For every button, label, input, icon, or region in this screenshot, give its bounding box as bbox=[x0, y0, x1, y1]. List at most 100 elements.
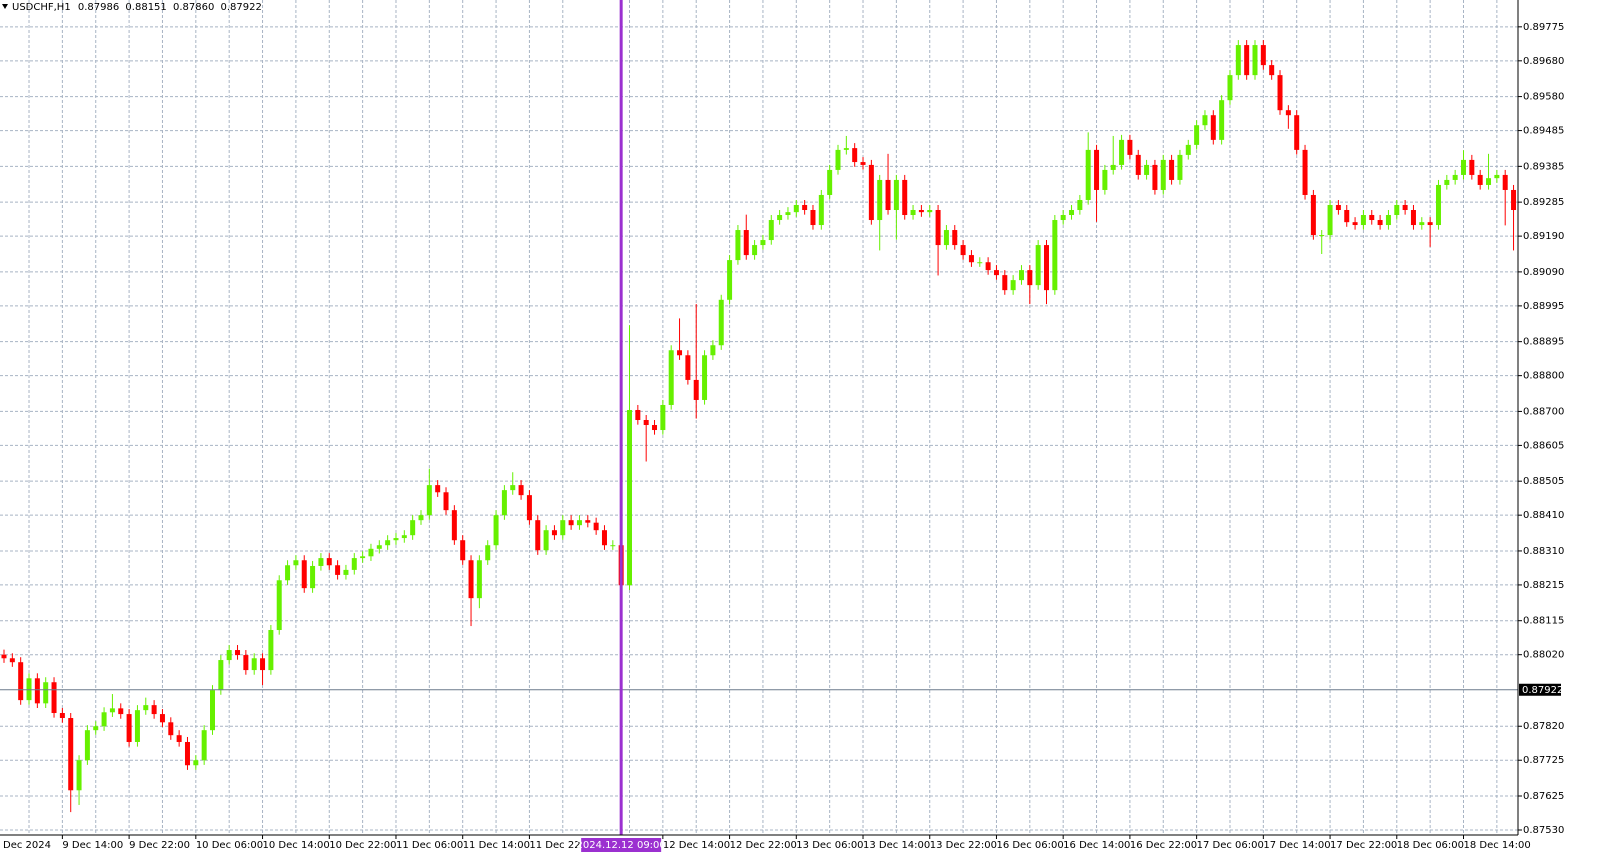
candle-body bbox=[685, 355, 691, 380]
candle-body bbox=[560, 520, 566, 536]
candle-body bbox=[543, 530, 549, 551]
candle-body bbox=[702, 355, 708, 400]
candle-body bbox=[852, 148, 858, 163]
candle-body bbox=[235, 650, 241, 656]
menu-triangle[interactable] bbox=[2, 4, 8, 9]
candle-body bbox=[927, 210, 933, 213]
candle-body bbox=[785, 212, 791, 216]
candle-body bbox=[1410, 210, 1416, 226]
symbol: USDCHF,H1 bbox=[12, 2, 71, 13]
candle-body bbox=[1018, 270, 1024, 281]
candle-body bbox=[1094, 149, 1100, 190]
candle-body bbox=[335, 565, 341, 575]
candle-body bbox=[1160, 159, 1166, 190]
candle-body bbox=[610, 545, 616, 547]
candle-body bbox=[1335, 204, 1341, 211]
x-tick-label: 9 Dec 22:00 bbox=[129, 840, 190, 851]
y-tick-label: 0.87725 bbox=[1523, 755, 1564, 766]
price-label-box bbox=[1519, 683, 1561, 696]
x-tick-label: 13 Dec 14:00 bbox=[863, 840, 930, 851]
candle-body bbox=[1219, 100, 1225, 140]
candle-body bbox=[585, 520, 591, 523]
candle-body bbox=[201, 730, 207, 761]
candle-body bbox=[1294, 115, 1300, 150]
candle-body bbox=[451, 510, 457, 541]
y-tick-label: 0.87820 bbox=[1523, 721, 1564, 732]
candle-body bbox=[1402, 204, 1408, 211]
candle-body bbox=[1185, 144, 1191, 155]
candle-body bbox=[360, 556, 366, 559]
candle-body bbox=[1077, 199, 1083, 211]
candle-body bbox=[943, 230, 949, 246]
grid bbox=[0, 0, 1518, 835]
y-tick-label: 0.88995 bbox=[1523, 301, 1564, 312]
x-tick-label: 10 Dec 22:00 bbox=[329, 840, 396, 851]
candle-body bbox=[1352, 222, 1358, 226]
y-tick-label: 0.88020 bbox=[1523, 650, 1564, 661]
candle-body bbox=[1194, 125, 1200, 145]
candle-body bbox=[952, 230, 958, 246]
x-tick-label: 12 Dec 22:00 bbox=[730, 840, 797, 851]
candle-body bbox=[601, 530, 607, 546]
candle-body bbox=[193, 760, 199, 766]
candle-body bbox=[1119, 139, 1125, 165]
candle-body bbox=[843, 148, 849, 150]
x-tick-label: 10 Dec 14:00 bbox=[263, 840, 330, 851]
candle-body bbox=[226, 650, 232, 661]
candle-body bbox=[1110, 164, 1116, 170]
candle-body bbox=[268, 630, 274, 671]
candle-body bbox=[426, 485, 432, 516]
candle-body bbox=[435, 485, 441, 493]
candle-body bbox=[1319, 235, 1325, 237]
candle-body bbox=[210, 690, 215, 731]
candle-body bbox=[34, 678, 40, 704]
candle-body bbox=[627, 409, 632, 586]
x-tick-label: 16 Dec 22:00 bbox=[1130, 840, 1197, 851]
header-low: 0.87860 bbox=[173, 2, 214, 13]
x-tick-label: 11 Dec 14:00 bbox=[463, 840, 530, 851]
candle-body bbox=[243, 655, 249, 671]
candle-body bbox=[1002, 275, 1008, 291]
candle-body bbox=[301, 560, 307, 589]
price-label: 0.87922 bbox=[1522, 685, 1563, 696]
candle-body bbox=[518, 485, 524, 496]
candle-body bbox=[918, 210, 924, 213]
candle-body bbox=[760, 240, 766, 246]
candle-body bbox=[902, 179, 908, 216]
candle-body bbox=[1202, 115, 1208, 126]
x-tick-label: 17 Dec 22:00 bbox=[1330, 840, 1397, 851]
candle-body bbox=[26, 678, 32, 701]
candle-body bbox=[68, 718, 74, 791]
candle-body bbox=[1027, 270, 1033, 286]
candle-body bbox=[1369, 215, 1375, 221]
candle-body bbox=[1010, 280, 1016, 291]
candle-body bbox=[385, 540, 391, 546]
candle-body bbox=[1227, 75, 1233, 101]
candle-body bbox=[885, 179, 891, 211]
candle-body bbox=[1327, 204, 1333, 236]
candle-body bbox=[526, 495, 532, 521]
candle-body bbox=[418, 515, 424, 521]
y-tick-label: 0.88115 bbox=[1523, 616, 1564, 627]
candle-body bbox=[1344, 210, 1350, 223]
candle-body bbox=[251, 658, 257, 671]
candle-body bbox=[143, 705, 149, 711]
candle-body bbox=[493, 515, 499, 546]
candle-body bbox=[460, 540, 466, 561]
candle-body bbox=[802, 204, 808, 211]
candle-body bbox=[43, 682, 49, 704]
candle-body bbox=[743, 230, 749, 256]
candle-body bbox=[977, 262, 983, 264]
candle-body bbox=[643, 420, 649, 426]
candle-body bbox=[1444, 179, 1450, 185]
y-tick-label: 0.89285 bbox=[1523, 197, 1564, 208]
axes: 0.89775 0.89680 0.89580 0.89485 0.89385 0.892… bbox=[3, 22, 1564, 852]
candle-body bbox=[59, 713, 65, 719]
y-tick-label: 0.89680 bbox=[1523, 56, 1564, 67]
candle-body bbox=[1269, 65, 1275, 76]
header: USDCHF,H1 0.87986 0.88151 0.87860 0.8792… bbox=[12, 2, 262, 13]
candle-body bbox=[443, 492, 449, 511]
y-tick-label: 0.88505 bbox=[1523, 476, 1564, 487]
candle-body bbox=[1260, 45, 1266, 66]
